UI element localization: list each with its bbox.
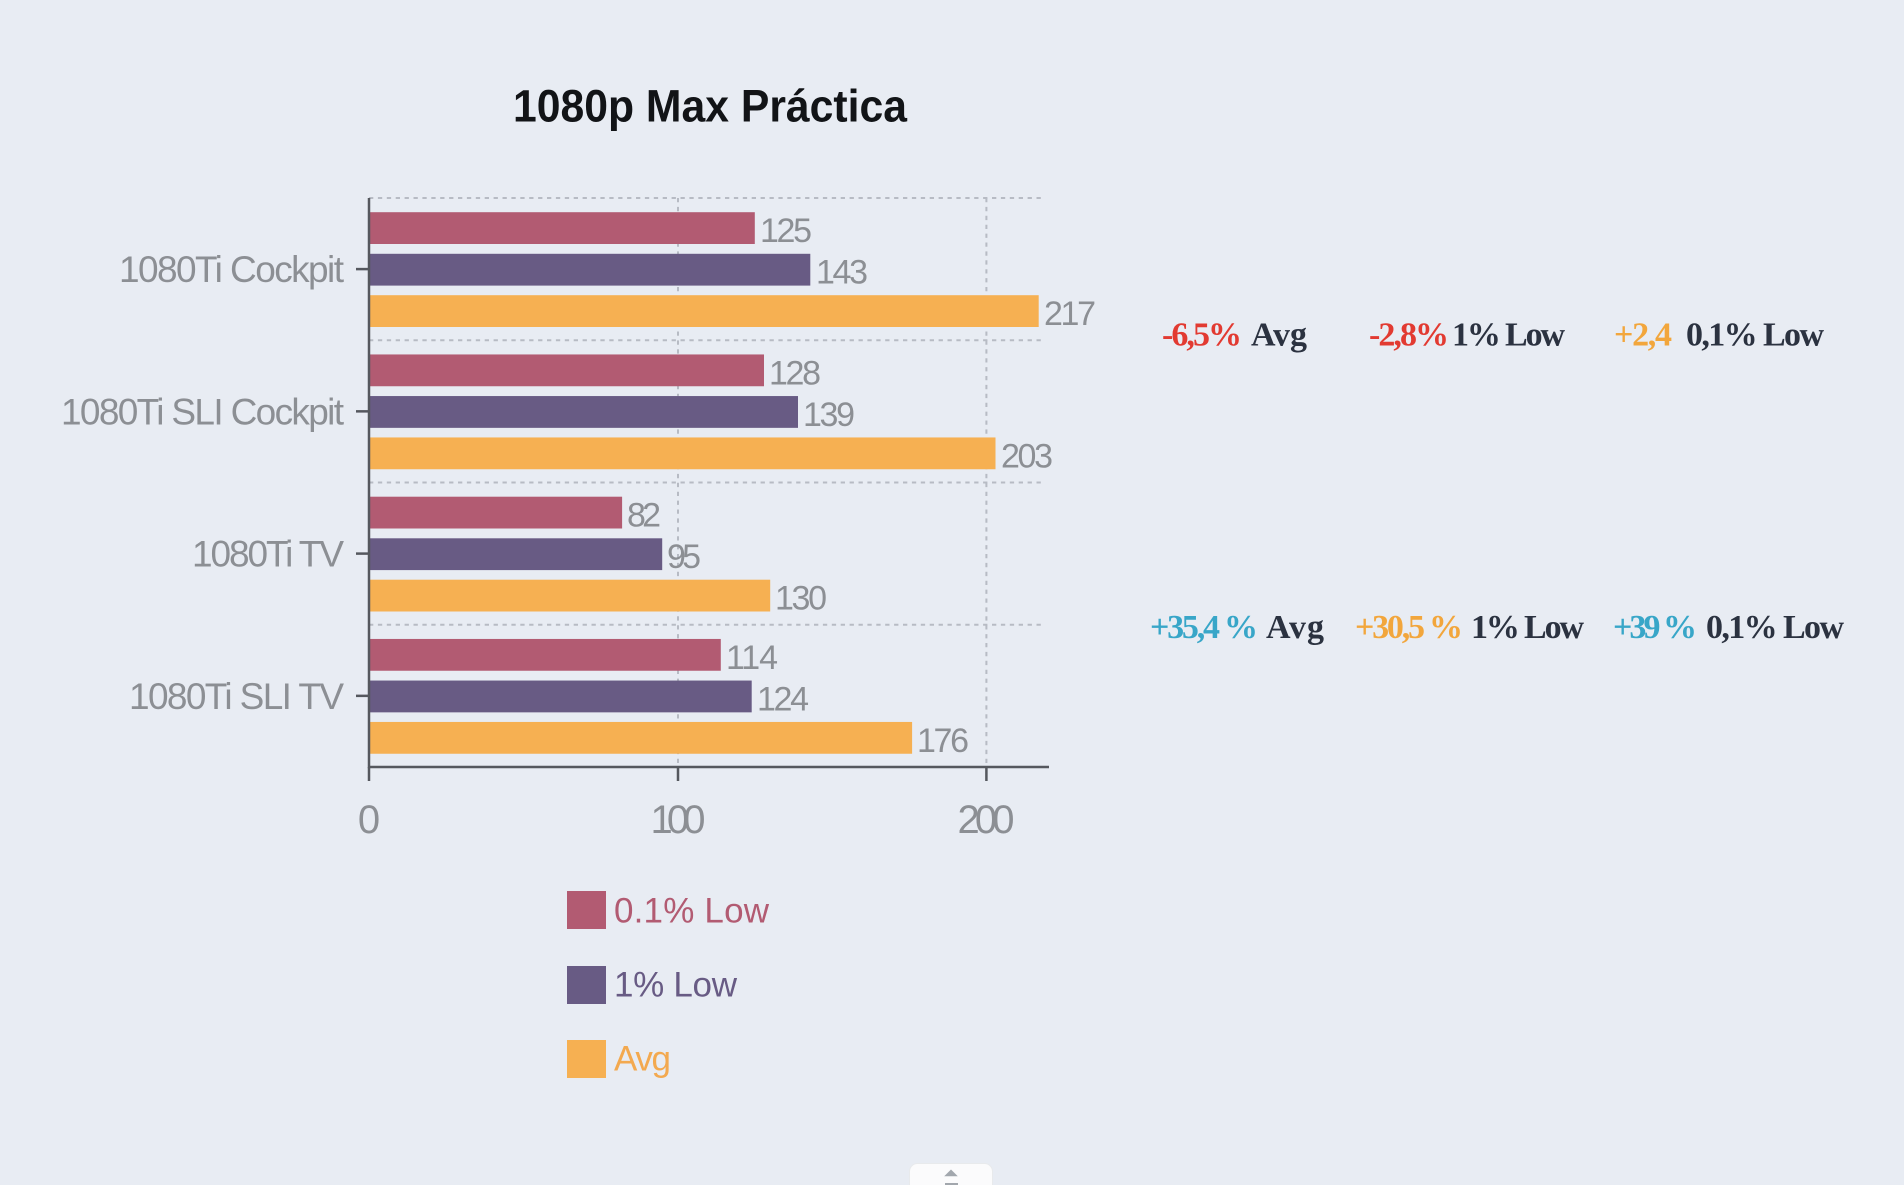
svg-text:95: 95 [667,538,701,576]
svg-text:203: 203 [1001,437,1053,475]
svg-text:0.1% Low: 0.1% Low [614,892,770,931]
svg-text:130: 130 [775,580,827,618]
svg-text:+2,4: +2,4 [1614,317,1672,354]
svg-text:Avg: Avg [614,1039,671,1078]
svg-text:143: 143 [816,254,868,292]
svg-text:1080Ti TV: 1080Ti TV [192,534,344,575]
svg-text:Avg: Avg [1266,609,1324,646]
svg-text:0,1% Low: 0,1% Low [1706,609,1844,646]
svg-text:100: 100 [651,798,706,842]
svg-text:217: 217 [1044,295,1096,333]
svg-text:114: 114 [726,639,778,677]
svg-text:1080p Max Práctica: 1080p Max Práctica [513,80,908,131]
svg-text:125: 125 [760,212,812,250]
svg-text:-6,5%: -6,5% [1162,317,1242,354]
svg-text:+30,5 %: +30,5 % [1355,609,1463,646]
svg-text:128: 128 [769,354,821,392]
svg-text:139: 139 [803,396,855,434]
svg-text:-2,8%: -2,8% [1369,317,1449,354]
svg-text:1080Ti SLI Cockpit: 1080Ti SLI Cockpit [61,391,345,432]
svg-text:+39 %: +39 % [1613,609,1697,646]
svg-text:1080Ti Cockpit: 1080Ti Cockpit [119,249,345,290]
svg-text:1% Low: 1% Low [1452,317,1565,354]
svg-text:200: 200 [958,798,1015,842]
svg-text:82: 82 [627,497,661,535]
svg-text:1% Low: 1% Low [1471,609,1584,646]
svg-text:1080Ti SLI TV: 1080Ti SLI TV [129,676,344,717]
svg-text:+35,4 %: +35,4 % [1150,609,1258,646]
svg-text:124: 124 [757,680,809,718]
svg-text:0,1% Low: 0,1% Low [1686,317,1824,354]
svg-text:Avg: Avg [1251,317,1307,354]
svg-text:1% Low: 1% Low [614,966,738,1005]
svg-text:176: 176 [917,722,969,760]
svg-text:0: 0 [358,798,380,842]
